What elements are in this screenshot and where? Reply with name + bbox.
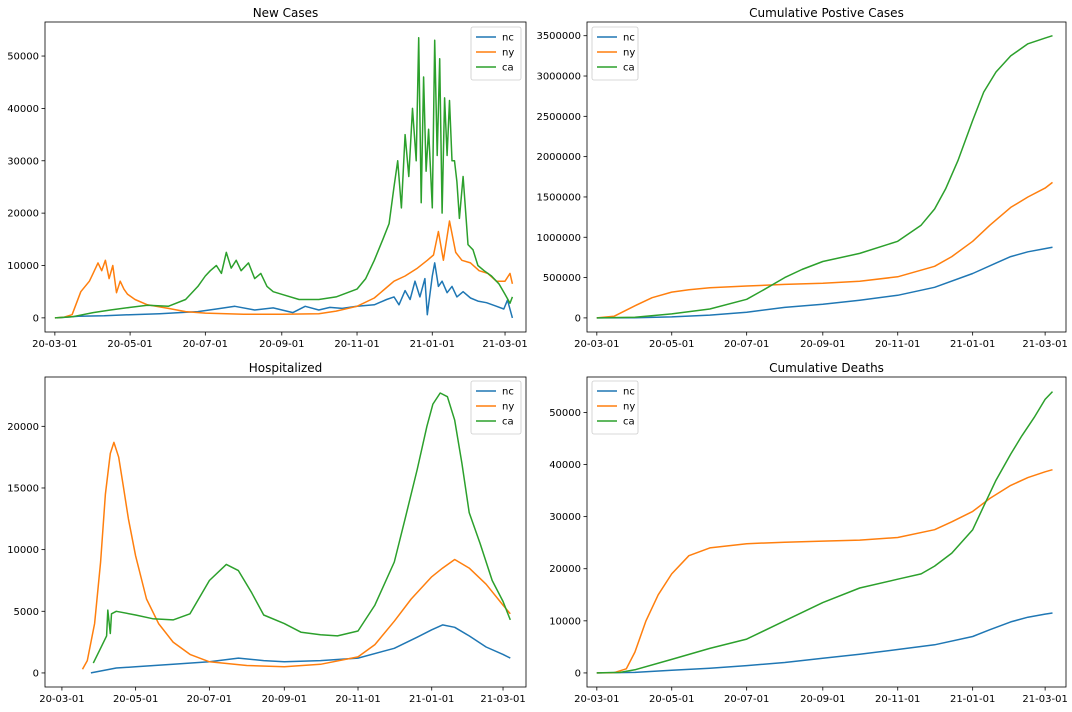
y-tick-label: 3500000 xyxy=(536,31,581,42)
x-tick-label: 20-05-01 xyxy=(113,694,158,705)
panel-cumulative-positive: Cumulative Postive Cases 20-03-01 20-05-0… xyxy=(536,6,1067,350)
x-tick-label: 20-11-01 xyxy=(334,339,379,350)
series-line-ca xyxy=(92,392,511,664)
x-tick-label: 20-07-01 xyxy=(724,694,769,705)
legend-label-nc: nc xyxy=(623,33,635,44)
y-tick-label: 30000 xyxy=(7,156,39,167)
x-tick-label: 20-11-01 xyxy=(875,339,920,350)
panel-new-cases: New Cases 20-03-01 20-05-01 20-07-01 20-09-… xyxy=(7,6,528,350)
chart-title: Cumulative Postive Cases xyxy=(749,6,904,20)
y-tick-label: 40000 xyxy=(549,460,581,471)
legend: nc ny ca xyxy=(591,26,639,81)
y-tick-label: 2500000 xyxy=(536,112,581,123)
x-tick-label: 20-03-01 xyxy=(39,694,84,705)
axes-frame xyxy=(44,376,527,688)
legend-label-ny: ny xyxy=(502,48,514,59)
y-tick-label: 30000 xyxy=(549,512,581,523)
legend-label-nc: nc xyxy=(623,387,635,398)
y-tick-label: 3000000 xyxy=(536,72,581,83)
series-line-ca xyxy=(596,34,1053,319)
x-tick-label: 21-01-01 xyxy=(409,694,454,705)
x-tick-label: 20-09-01 xyxy=(262,694,307,705)
chart-title: New Cases xyxy=(253,6,319,20)
legend: nc ny ca xyxy=(470,26,522,81)
x-tick-label: 21-01-01 xyxy=(950,339,995,350)
x-tick-label: 20-07-01 xyxy=(183,339,228,350)
legend-label-nc: nc xyxy=(502,387,514,398)
series-line-ca xyxy=(54,36,514,319)
x-tick-label: 20-03-01 xyxy=(574,694,619,705)
x-tick-label: 21-03-01 xyxy=(480,694,525,705)
x-tick-label: 21-03-01 xyxy=(1022,339,1067,350)
legend-label-ny: ny xyxy=(623,48,635,59)
panel-hospitalized: Hospitalized 20-03-01 20-05-01 20-07-01 20-… xyxy=(7,361,527,705)
x-tick-label: 20-09-01 xyxy=(800,694,845,705)
axes-frame xyxy=(586,376,1067,688)
x-tick-label: 20-03-01 xyxy=(32,339,77,350)
x-tick-label: 21-03-01 xyxy=(1022,694,1067,705)
legend-label-ny: ny xyxy=(502,402,514,413)
legend-label-ca: ca xyxy=(502,417,514,428)
x-tick-label: 20-05-01 xyxy=(649,694,694,705)
legend-label-ca: ca xyxy=(502,63,514,74)
y-tick-label: 10000 xyxy=(7,261,39,272)
x-tick-label: 21-01-01 xyxy=(410,339,455,350)
legend-label-ca: ca xyxy=(623,417,635,428)
chart-title: Hospitalized xyxy=(249,361,323,375)
legend-label-nc: nc xyxy=(502,33,514,44)
y-tick-label: 0 xyxy=(33,313,39,324)
y-tick-label: 20000 xyxy=(7,209,39,220)
series-line-ny xyxy=(596,181,1053,319)
y-tick-label: 0 xyxy=(575,668,581,679)
y-tick-label: 1000000 xyxy=(536,233,581,244)
series-line-nc xyxy=(596,246,1053,319)
panel-cumulative-deaths: Cumulative Deaths 20-03-01 20-05-01 20-07-… xyxy=(549,361,1068,705)
x-tick-label: 20-09-01 xyxy=(259,339,304,350)
y-tick-label: 10000 xyxy=(7,545,39,556)
x-tick-label: 20-05-01 xyxy=(649,339,694,350)
y-tick-label: 20000 xyxy=(549,564,581,575)
legend: nc ny ca xyxy=(470,380,522,435)
chart-title: Cumulative Deaths xyxy=(769,361,884,375)
series-line-nc xyxy=(596,612,1053,674)
series-line-nc xyxy=(57,262,514,319)
y-tick-label: 0 xyxy=(33,668,39,679)
legend: nc ny ca xyxy=(591,380,639,435)
x-tick-label: 20-07-01 xyxy=(187,694,232,705)
x-tick-label: 20-11-01 xyxy=(335,694,380,705)
x-tick-label: 20-05-01 xyxy=(107,339,152,350)
legend-label-ny: ny xyxy=(623,402,635,413)
y-tick-label: 50000 xyxy=(549,408,581,419)
x-tick-label: 21-01-01 xyxy=(950,694,995,705)
series-line-ny xyxy=(81,441,511,670)
legend-label-ca: ca xyxy=(623,63,635,74)
y-tick-label: 0 xyxy=(575,313,581,324)
y-tick-label: 500000 xyxy=(543,273,581,284)
x-tick-label: 20-03-01 xyxy=(574,339,619,350)
x-tick-label: 20-07-01 xyxy=(724,339,769,350)
axes-frame xyxy=(586,21,1067,333)
series-line-ny xyxy=(54,220,514,319)
y-tick-label: 50000 xyxy=(7,52,39,63)
series-line-ca xyxy=(596,391,1054,674)
y-tick-label: 5000 xyxy=(14,607,39,618)
series-line-ny xyxy=(596,468,1053,674)
axes-frame xyxy=(44,21,527,333)
x-tick-label: 20-11-01 xyxy=(875,694,920,705)
y-tick-label: 40000 xyxy=(7,104,39,115)
y-tick-label: 15000 xyxy=(7,483,39,494)
x-tick-label: 21-03-01 xyxy=(482,339,527,350)
y-tick-label: 20000 xyxy=(7,422,39,433)
series-line-nc xyxy=(90,624,511,674)
y-tick-label: 1500000 xyxy=(536,192,581,203)
y-tick-label: 10000 xyxy=(549,616,581,627)
x-tick-label: 20-09-01 xyxy=(800,339,845,350)
y-tick-label: 2000000 xyxy=(536,152,581,163)
